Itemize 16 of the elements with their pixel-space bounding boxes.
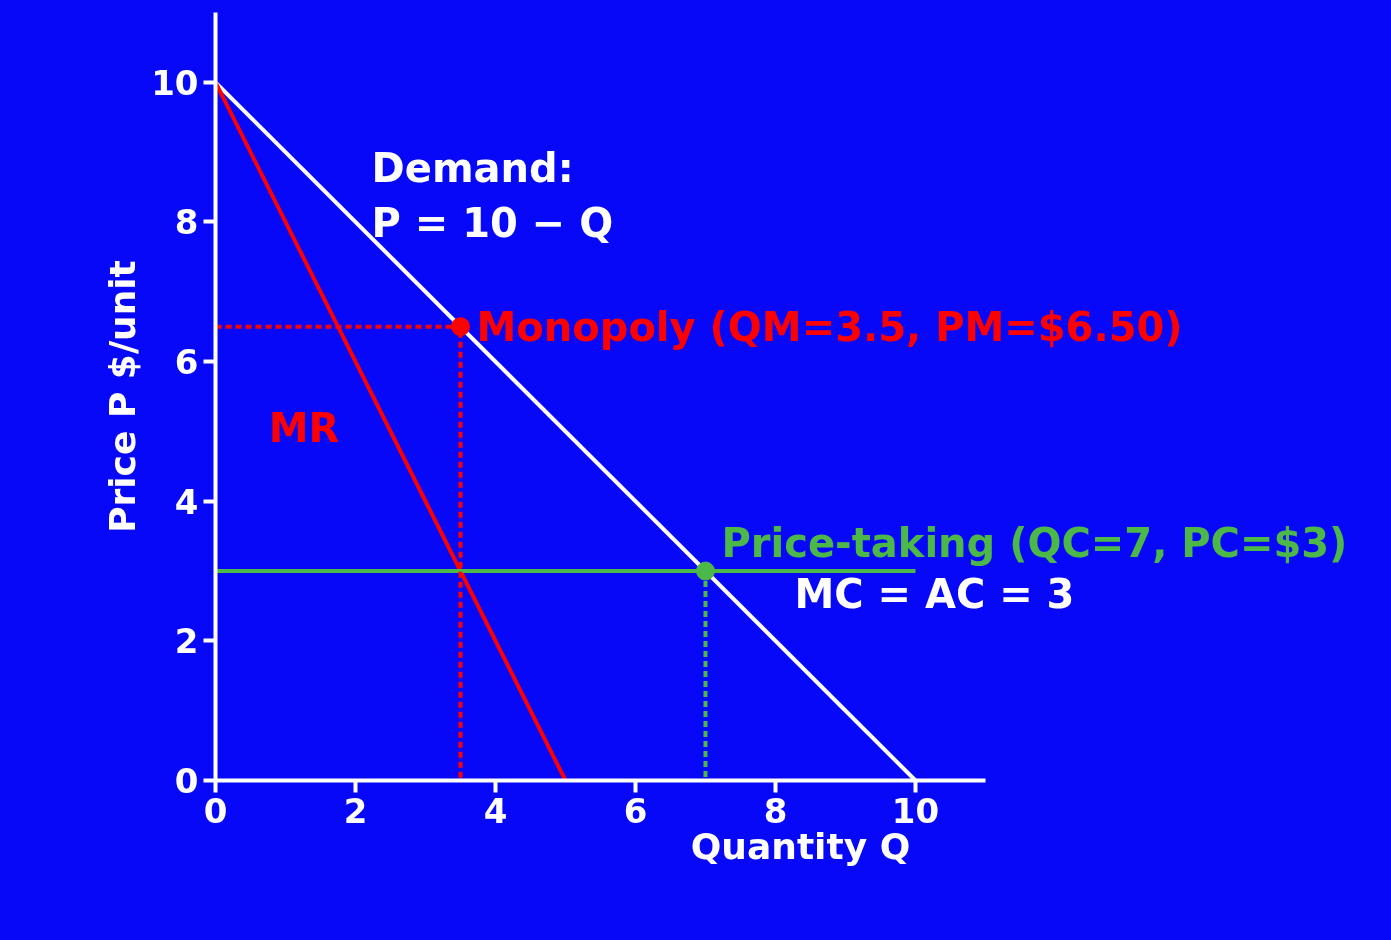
y-tick-label: 0 [174,761,199,801]
series-label: Monopoly (QM=3.5, PM=$6.50) [476,303,1183,350]
series-label: MR [268,404,340,451]
y-axis-title: Price P $/unit [102,260,144,533]
annotation: MC = AC = 3 [794,571,1075,618]
x-tick-label: 2 [343,790,368,831]
y-tick-label: 6 [174,342,199,383]
series-label: Price-taking (QC=7, PC=$3) [721,520,1348,567]
series-label: Demand: P = 10 − Q [371,145,614,247]
y-tick-label: 8 [174,202,199,243]
x-tick-label: 6 [623,790,648,831]
y-tick-label: 4 [174,481,199,522]
y-tick-label: 2 [174,621,199,662]
x-tick-label: 0 [203,790,228,831]
y-tick-label: 10 [151,62,199,103]
x-tick-label: 4 [483,790,508,831]
